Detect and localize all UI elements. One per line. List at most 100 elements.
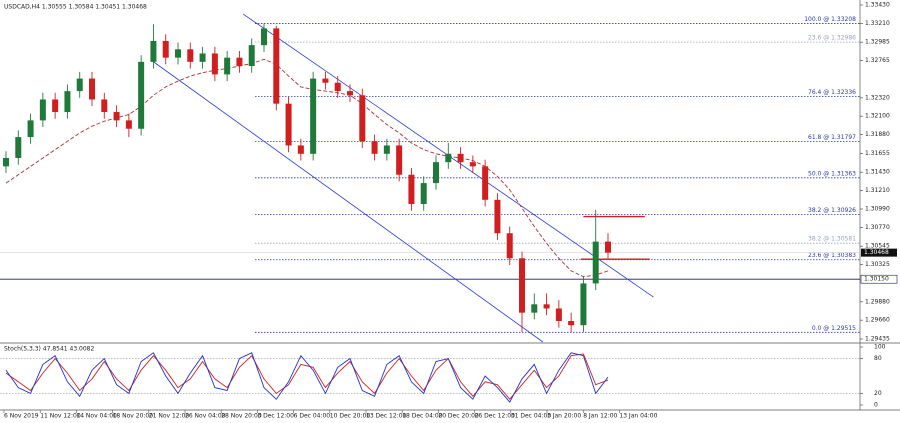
y-tick-label: 1.30770 xyxy=(865,224,890,231)
chart-title: USDCAD,H4 1.30555 1.30584 1.30451 1.3046… xyxy=(4,4,147,11)
y-tick-label: 1.31655 xyxy=(865,150,890,157)
last-price-tag xyxy=(861,248,897,257)
y-tick-label: 1.31880 xyxy=(865,131,890,138)
fib-label: 23.6 @ 1.32986 xyxy=(808,35,856,42)
candle-body xyxy=(359,95,366,142)
candle-body xyxy=(506,233,513,259)
x-tick-label: 26 Nov 04:00 xyxy=(185,413,226,420)
fib-label: 100.0 @ 1.33208 xyxy=(804,16,856,23)
candle-body xyxy=(52,99,59,113)
candle-body xyxy=(199,53,206,62)
candle-body xyxy=(248,45,255,67)
candle-body xyxy=(64,91,71,113)
stoch-tick-label: 100 xyxy=(874,344,886,351)
candle-body xyxy=(457,153,464,163)
stoch-tick-label: 20 xyxy=(874,390,882,397)
x-tick-label: 13 Jan 04:00 xyxy=(619,413,657,420)
candle-body xyxy=(15,137,22,158)
candle-body xyxy=(3,157,9,167)
candle-body xyxy=(592,241,599,284)
candle-body xyxy=(543,304,550,309)
hline-tag xyxy=(860,274,898,284)
hline-label: 1.30150 xyxy=(864,276,889,283)
candle-body xyxy=(273,28,280,104)
candle-body xyxy=(494,199,501,234)
x-tick-label: 10 Dec 20:00 xyxy=(330,413,371,420)
x-tick-label: 20 Dec 20:00 xyxy=(438,413,479,420)
x-tick-label: 18 Nov 20:00 xyxy=(113,413,154,420)
fib-label: 61.8 @ 1.31797 xyxy=(808,134,856,141)
y-tick-label: 1.29660 xyxy=(865,317,890,324)
fib-label: 38.2 @ 1.30581 xyxy=(808,236,856,243)
stoch-tick-label: 0 xyxy=(874,402,878,409)
fib-label: 23.6 @ 1.30383 xyxy=(808,252,856,259)
candle-body xyxy=(224,57,231,75)
candle-body xyxy=(568,321,575,326)
candle-body xyxy=(334,82,341,92)
candle-body xyxy=(396,145,403,175)
candle-body xyxy=(605,241,611,253)
fib-label: 0.0 @ 1.29515 xyxy=(812,325,856,332)
x-tick-label: 3 Dec 12:00 xyxy=(257,413,294,420)
y-tick-label: 1.32100 xyxy=(865,113,890,120)
candle-body xyxy=(285,103,292,146)
stoch-title: Stoch(5,3,3) 47.8541 43.0082 xyxy=(4,346,95,353)
x-tick-label: 8 Jan 12:00 xyxy=(583,413,617,420)
y-tick-label: 1.32985 xyxy=(865,39,890,46)
candle-body xyxy=(113,112,120,121)
candle-body xyxy=(420,183,427,204)
y-tick-label: 1.29880 xyxy=(865,298,890,305)
channel-line xyxy=(150,59,544,343)
fib-label: 76.4 @ 1.32336 xyxy=(808,89,856,96)
y-tick-label: 1.33210 xyxy=(865,20,890,27)
fib-label: 50.0 @ 1.31363 xyxy=(808,170,856,177)
y-tick-label: 1.32765 xyxy=(865,57,890,64)
candle-body xyxy=(383,145,390,154)
y-tick-label: 1.33430 xyxy=(865,2,890,9)
y-tick-label: 1.30990 xyxy=(865,205,890,212)
x-tick-label: 18 Dec 04:00 xyxy=(402,413,443,420)
candle-body xyxy=(555,308,562,322)
candle-body xyxy=(162,40,169,58)
candle-body xyxy=(76,78,83,92)
candle-body xyxy=(371,141,378,154)
candle-body xyxy=(408,174,415,204)
candle-body xyxy=(469,162,476,167)
stoch-tick-label: 80 xyxy=(874,355,882,362)
y-tick-label: 1.31210 xyxy=(865,187,890,194)
y-tick-label: 1.32320 xyxy=(865,94,890,101)
candle-body xyxy=(175,49,181,58)
x-tick-label: 3 Jan 20:00 xyxy=(547,413,581,420)
candle-body xyxy=(261,28,267,46)
candle-body xyxy=(138,61,145,129)
x-tick-label: 28 Nov 20:00 xyxy=(221,413,262,420)
candle-body xyxy=(433,162,439,184)
x-tick-label: 26 Dec 12:00 xyxy=(475,413,516,420)
y-tick-label: 1.30545 xyxy=(865,243,890,250)
candle-body xyxy=(347,91,353,96)
moving-average xyxy=(5,58,609,278)
x-tick-label: 6 Dec 04:00 xyxy=(294,413,331,420)
stoch-k-line xyxy=(5,352,609,403)
candle-body xyxy=(27,120,34,138)
y-tick-label: 1.29435 xyxy=(865,336,890,343)
candle-body xyxy=(101,99,108,113)
fib-label: 38.2 @ 1.30926 xyxy=(808,207,856,214)
x-tick-label: 6 Nov 2019 xyxy=(4,413,39,420)
candle-body xyxy=(580,283,587,326)
candle-body xyxy=(187,49,194,62)
x-tick-label: 13 Dec 12:00 xyxy=(366,413,407,420)
candle-body xyxy=(519,258,525,313)
candle-body xyxy=(236,57,243,67)
candle-body xyxy=(150,40,157,62)
x-tick-label: 11 Nov 12:00 xyxy=(40,413,81,420)
last-price-label: 1.30468 xyxy=(864,249,889,256)
candle-body xyxy=(310,78,317,154)
candle-body xyxy=(297,145,304,154)
stoch-d-line xyxy=(5,353,609,400)
candle-body xyxy=(445,153,452,163)
x-tick-label: 31 Dec 04:00 xyxy=(511,413,552,420)
candle-body xyxy=(211,53,218,75)
